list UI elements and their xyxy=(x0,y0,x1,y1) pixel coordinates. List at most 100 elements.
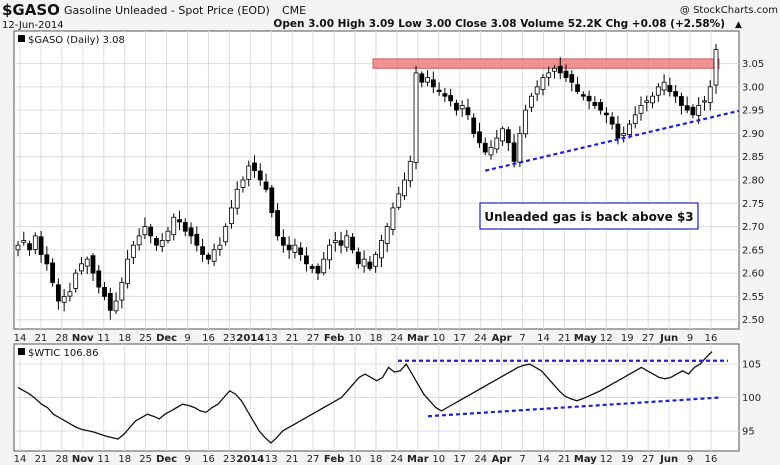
support-trendline xyxy=(485,109,740,172)
x-tick-label: 14 xyxy=(14,333,27,344)
lower-grid xyxy=(14,344,739,451)
x-tick-label: 13 xyxy=(265,454,278,465)
x-tick-label: 23 xyxy=(223,333,236,344)
upper-legend: $GASO (Daily) 3.08 xyxy=(28,35,125,46)
upper-y-tick: 2.60 xyxy=(742,269,764,280)
x-tick-label: Dec xyxy=(156,333,177,344)
candle-body xyxy=(529,95,534,108)
resistance-band xyxy=(372,58,720,69)
x-tick-label: 19 xyxy=(621,333,634,344)
candle-body xyxy=(430,79,436,88)
candle-body xyxy=(632,114,638,125)
x-tick-label: 9 xyxy=(687,454,693,465)
candle-body xyxy=(713,49,719,86)
x-tick-label: Apr xyxy=(492,454,512,465)
candle-body xyxy=(292,244,298,253)
candle-body xyxy=(269,187,275,213)
x-tick-label: 24 xyxy=(474,333,487,344)
x-tick-label: 16 xyxy=(202,333,215,344)
lower-legend-bg xyxy=(16,346,116,358)
candle-body xyxy=(298,247,304,255)
candle-body xyxy=(217,244,223,250)
x-tick-label: May xyxy=(574,454,597,465)
x-tick-label: Nov xyxy=(72,454,94,465)
x-tick-label: 21 xyxy=(286,333,299,344)
candle-body xyxy=(448,95,454,102)
candle-body xyxy=(684,105,690,111)
x-tick-label: 28 xyxy=(56,454,69,465)
chart-symbol: $GASO xyxy=(2,1,60,19)
candle-body xyxy=(678,96,684,106)
candle-body xyxy=(390,207,396,230)
upper-y-tick: 2.85 xyxy=(742,152,764,163)
x-tick-label: 18 xyxy=(370,454,383,465)
candle-body xyxy=(500,128,505,142)
upper-y-tick: 2.50 xyxy=(742,315,764,326)
lower-y-tick: 105 xyxy=(742,360,761,371)
x-tick-label: Jun xyxy=(659,333,678,344)
candle-body xyxy=(38,236,44,255)
candle-body xyxy=(373,254,379,267)
x-tick-label: 24 xyxy=(391,454,404,465)
x-tick-label: 21 xyxy=(35,454,48,465)
candle-body xyxy=(234,188,240,209)
x-tick-label: 7 xyxy=(519,333,525,344)
candle-body xyxy=(182,222,188,232)
candle-body xyxy=(79,263,84,272)
candle-body xyxy=(442,93,448,97)
upper-y-tick: 2.70 xyxy=(742,222,764,233)
candle-body xyxy=(523,109,529,135)
candle-body xyxy=(482,142,488,153)
wtic-line xyxy=(17,351,713,444)
candle-body xyxy=(154,238,159,246)
candle-body xyxy=(44,254,50,265)
upper-y-tick: 3.00 xyxy=(742,82,764,93)
quote-arrow-icon: ▲ xyxy=(735,20,742,30)
lower-legend: $WTIC 106.86 xyxy=(28,348,98,359)
upper-legend-bg xyxy=(16,33,136,45)
candle-body xyxy=(223,226,229,243)
x-tick-label: 12 xyxy=(600,333,613,344)
annotation-box xyxy=(479,202,699,230)
candle-body xyxy=(696,105,702,116)
candle-body xyxy=(188,227,194,237)
candle-body xyxy=(488,147,494,156)
candle-body xyxy=(402,179,407,197)
candle-body xyxy=(505,129,511,144)
candle-body xyxy=(702,100,707,103)
candle-body xyxy=(673,91,679,97)
candle-body xyxy=(603,112,609,116)
x-tick-label: 10 xyxy=(432,454,445,465)
upper-y-tick: 3.05 xyxy=(742,59,764,70)
x-tick-label: 23 xyxy=(223,454,236,465)
candle-body xyxy=(407,160,413,182)
candle-body xyxy=(471,117,477,134)
candle-body xyxy=(661,81,667,91)
candle-body xyxy=(494,137,500,150)
candle-body xyxy=(644,100,650,103)
lower-y-tick: 95 xyxy=(742,426,755,437)
candle-body xyxy=(96,270,102,288)
candle-body xyxy=(280,236,286,246)
candle-body xyxy=(113,300,119,312)
candle-body xyxy=(413,72,419,163)
candle-body xyxy=(580,94,586,97)
candle-body xyxy=(177,219,182,223)
x-tick-label: 7 xyxy=(519,454,525,465)
x-tick-label: 21 xyxy=(558,333,571,344)
x-tick-label: Mar xyxy=(407,333,429,344)
candle-body xyxy=(61,296,67,303)
candle-body xyxy=(73,272,79,289)
candle-body xyxy=(55,284,61,302)
candle-body xyxy=(534,86,540,95)
x-tick-label: 17 xyxy=(453,454,466,465)
candle-body xyxy=(275,210,280,237)
candle-body xyxy=(136,235,142,246)
watermark: @ StockCharts.com xyxy=(680,5,778,16)
candle-body xyxy=(655,86,661,96)
candle-body xyxy=(552,67,557,72)
x-tick-label: 24 xyxy=(474,454,487,465)
candle-body xyxy=(459,105,465,110)
candle-body xyxy=(304,255,309,265)
